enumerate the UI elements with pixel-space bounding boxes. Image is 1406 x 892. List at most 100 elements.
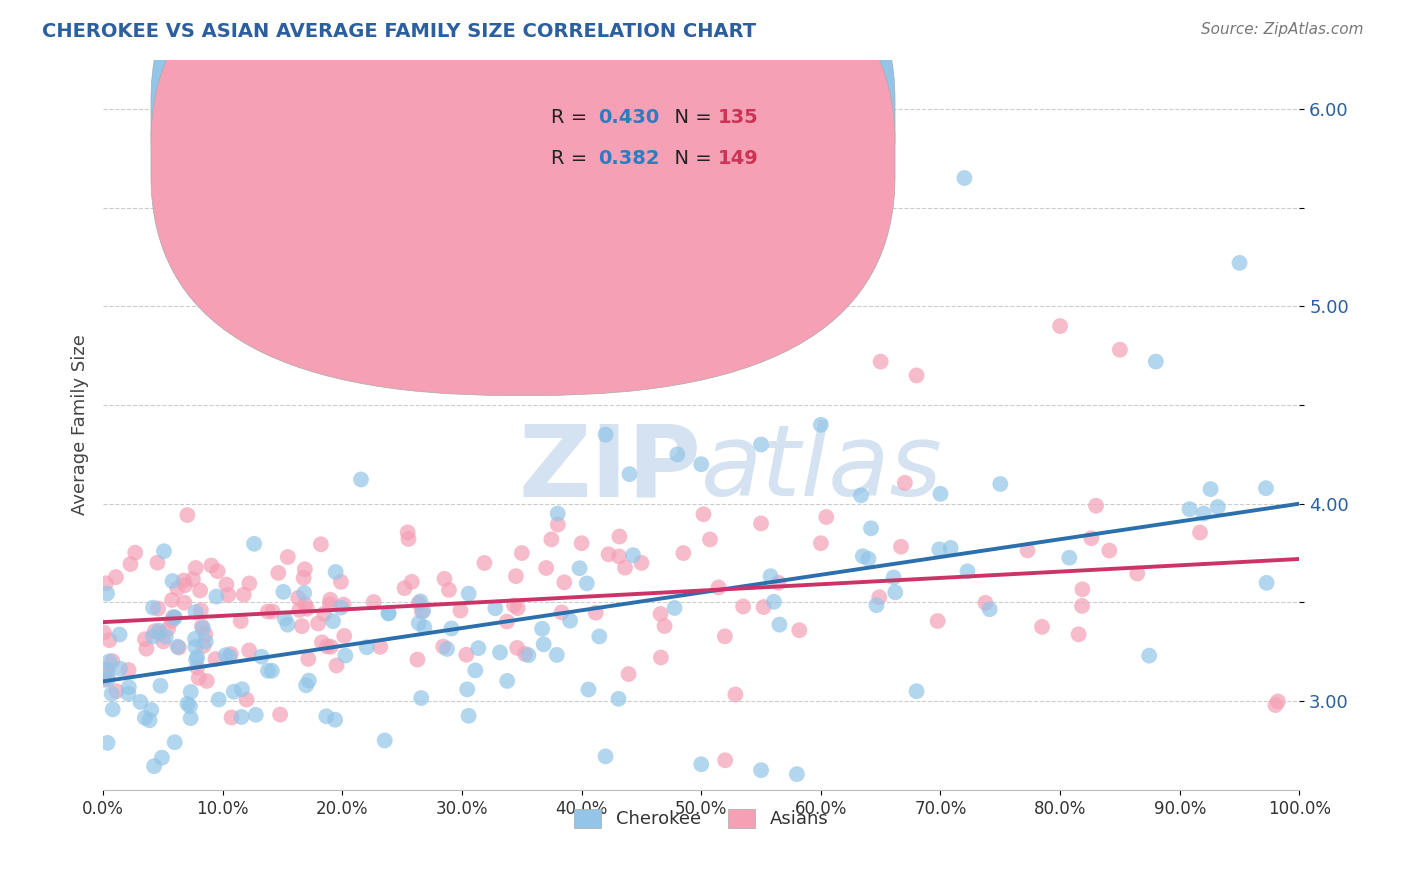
Point xyxy=(1189,525,1212,540)
Point xyxy=(546,648,568,662)
Point xyxy=(330,600,353,615)
Point xyxy=(714,629,737,643)
Point xyxy=(190,603,212,617)
Point xyxy=(325,658,347,673)
Point xyxy=(733,599,755,614)
Point xyxy=(221,710,243,724)
Point xyxy=(810,417,832,432)
Point xyxy=(571,536,593,550)
Point xyxy=(208,692,231,706)
Point xyxy=(568,561,591,575)
Point xyxy=(401,574,423,589)
Point xyxy=(588,630,610,644)
Point xyxy=(956,565,979,579)
Text: 149: 149 xyxy=(718,150,759,169)
Point xyxy=(96,669,118,683)
Point xyxy=(176,508,198,522)
Point xyxy=(96,586,118,600)
Point xyxy=(287,591,309,605)
Point xyxy=(163,610,186,624)
Point xyxy=(162,610,184,624)
Text: R =: R = xyxy=(551,150,593,169)
Point xyxy=(749,516,772,531)
Point xyxy=(412,604,434,618)
Point xyxy=(786,767,808,781)
Point xyxy=(180,685,202,699)
Point xyxy=(575,576,598,591)
Point xyxy=(905,684,928,698)
Point xyxy=(690,757,713,772)
Point xyxy=(928,542,950,557)
Point xyxy=(273,585,295,599)
Point xyxy=(690,457,713,471)
Point xyxy=(118,680,141,694)
Point xyxy=(617,667,640,681)
Text: atlas: atlas xyxy=(702,420,943,517)
Point xyxy=(884,585,907,599)
Point xyxy=(184,640,207,654)
Point xyxy=(153,544,176,558)
Point xyxy=(117,663,139,677)
Point xyxy=(433,572,456,586)
Point xyxy=(238,576,260,591)
Point xyxy=(974,596,997,610)
Point xyxy=(1085,499,1108,513)
Point xyxy=(953,171,976,186)
Point xyxy=(411,605,433,619)
Point xyxy=(363,595,385,609)
Point xyxy=(194,627,217,641)
Legend: Cherokee, Asians: Cherokee, Asians xyxy=(567,802,835,836)
Point xyxy=(186,653,208,667)
Point xyxy=(150,750,173,764)
Point xyxy=(578,682,600,697)
Point xyxy=(186,650,208,665)
Point xyxy=(94,663,117,677)
Point xyxy=(865,598,887,612)
Point xyxy=(759,569,782,583)
Point xyxy=(614,560,637,574)
Point xyxy=(191,621,214,635)
Point xyxy=(93,673,115,687)
Point xyxy=(186,660,208,674)
Point xyxy=(456,648,478,662)
FancyBboxPatch shape xyxy=(150,0,896,395)
Point xyxy=(97,672,120,686)
Point xyxy=(157,622,180,636)
Point xyxy=(619,467,641,482)
Point xyxy=(456,682,478,697)
Point xyxy=(650,607,672,621)
Point xyxy=(184,561,207,575)
Point xyxy=(1071,582,1094,597)
Point xyxy=(297,652,319,666)
Point xyxy=(506,601,529,615)
Point xyxy=(869,354,891,368)
Point xyxy=(138,714,160,728)
Point xyxy=(179,699,201,714)
Point xyxy=(325,565,347,579)
Point xyxy=(621,548,644,562)
Point xyxy=(707,580,730,594)
Point xyxy=(768,617,790,632)
Point xyxy=(262,605,284,619)
Point xyxy=(440,622,463,636)
Point xyxy=(218,649,240,664)
Text: 0.382: 0.382 xyxy=(599,150,659,169)
Point xyxy=(927,614,949,628)
Point xyxy=(396,525,419,540)
Point xyxy=(173,596,195,610)
Point xyxy=(176,697,198,711)
Point xyxy=(316,640,339,654)
Point xyxy=(215,577,238,591)
Point xyxy=(432,640,454,654)
Point xyxy=(1098,543,1121,558)
Point xyxy=(547,517,569,532)
Point xyxy=(607,691,630,706)
Text: N =: N = xyxy=(662,108,718,127)
Point xyxy=(467,641,489,656)
Point xyxy=(598,547,620,561)
Point xyxy=(245,707,267,722)
Point xyxy=(394,581,416,595)
Point xyxy=(124,546,146,560)
Point xyxy=(120,557,142,571)
Point xyxy=(173,578,195,592)
